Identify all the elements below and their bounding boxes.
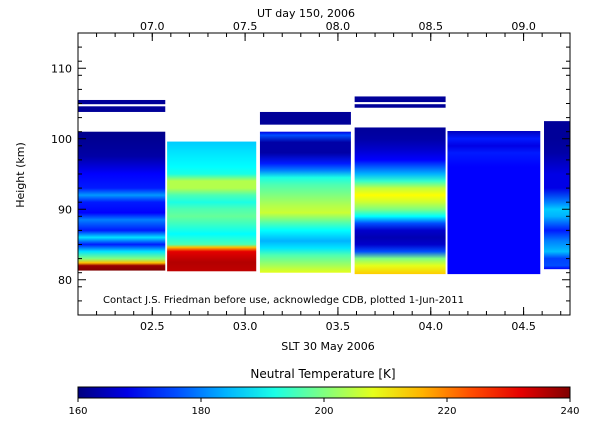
colorbar-tick-label: 240: [560, 406, 579, 417]
colorbar-tick-label: 200: [314, 406, 333, 417]
y-tick-label: 100: [51, 133, 72, 146]
top-tick-label: 09.0: [511, 20, 536, 33]
heatmap-column: [78, 131, 166, 271]
colorbar-tick-label: 220: [437, 406, 456, 417]
top-tick-label: 07.0: [140, 20, 165, 33]
x-tick-label: 04.0: [419, 320, 444, 333]
colorbar: 160 180 200 220 240: [68, 386, 580, 417]
y-tick-label: 80: [58, 274, 72, 287]
y-axis-label: Height (km): [14, 142, 27, 208]
top-axis-title: UT day 150, 2006: [257, 7, 355, 20]
heatmap-band: [78, 106, 166, 112]
heatmap-column: [447, 130, 541, 275]
top-tick-label: 07.5: [233, 20, 258, 33]
x-tick-label: 04.5: [511, 320, 536, 333]
heatmap-column: [544, 121, 570, 270]
top-tick-label: 08.0: [326, 20, 351, 33]
y-tick-label: 90: [58, 203, 72, 216]
heatmap-band: [354, 96, 446, 103]
x-tick-label: 03.0: [233, 320, 258, 333]
heatmap-column: [259, 131, 351, 273]
x-axis-label: SLT 30 May 2006: [281, 340, 375, 353]
heatmap-columns: [78, 96, 570, 275]
colorbar-label: Neutral Temperature [K]: [250, 367, 395, 381]
axes: 80 90 100 110 02.5 03.0 03.5 04.0 04.5 07.0 07.5 08…: [51, 20, 570, 333]
heatmap-column: [354, 127, 446, 275]
x-tick-label: 02.5: [140, 320, 165, 333]
top-tick-label: 08.5: [419, 20, 444, 33]
colorbar-bar: [77, 386, 571, 399]
x-tick-label: 03.5: [326, 320, 351, 333]
heatmap-band: [78, 99, 166, 105]
heatmap-band: [259, 111, 351, 125]
colorbar-tick-label: 180: [191, 406, 210, 417]
plot-annotation: Contact J.S. Friedman before use, acknow…: [103, 295, 464, 306]
heatmap-band: [354, 104, 446, 108]
heatmap-column: [167, 141, 257, 272]
colorbar-tick-label: 160: [68, 406, 87, 417]
y-tick-label: 110: [51, 62, 72, 75]
